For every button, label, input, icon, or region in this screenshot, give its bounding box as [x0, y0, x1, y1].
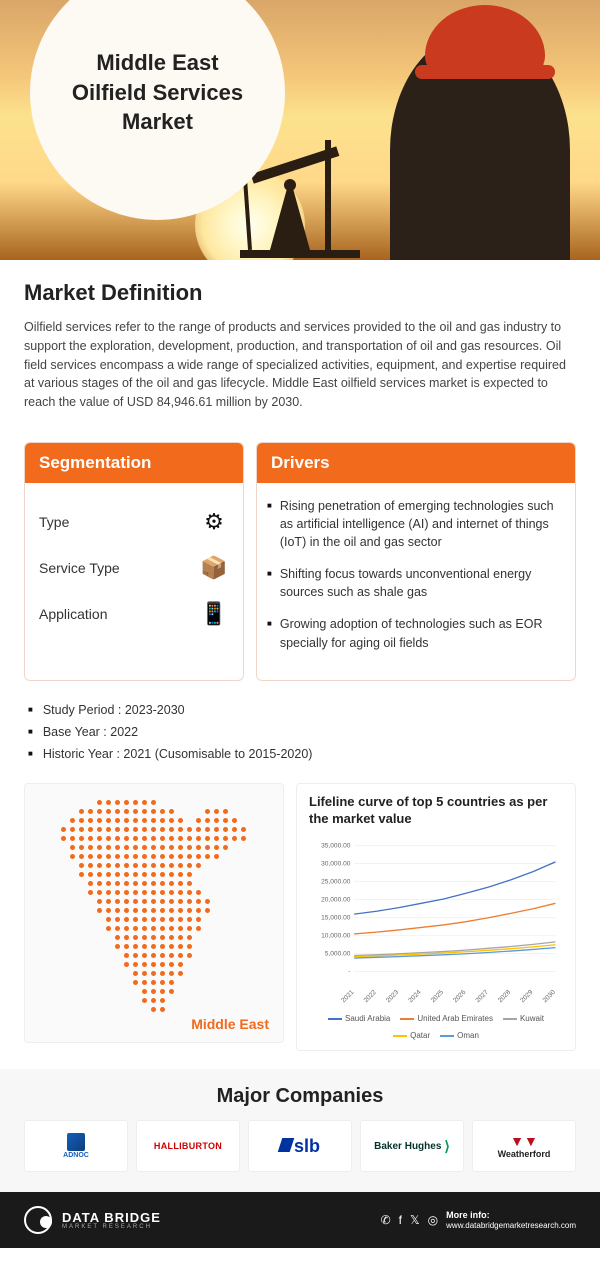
social-icons: ✆ f 𝕏 ◎	[381, 1213, 439, 1227]
study-metadata: Study Period : 2023-2030 Base Year : 2022…	[0, 691, 600, 783]
svg-text:2021: 2021	[340, 989, 356, 1005]
hero-title: Middle East Oilfield Services Market	[72, 48, 243, 137]
chart-title: Lifeline curve of top 5 countries as per…	[309, 794, 563, 828]
major-companies-heading: Major Companies	[24, 1085, 576, 1108]
line-chart: - 5,000.00 10,000.00 15,000.00 20,000.00 25,0…	[309, 835, 563, 1005]
driver-item: Rising penetration of emerging technolog…	[267, 497, 561, 551]
market-definition-section: Market Definition Oilfield services refe…	[0, 260, 600, 422]
segmentation-item: Type ⚙	[39, 499, 229, 545]
footer-more-info: More info: www.databridgemarketresearch.…	[446, 1210, 576, 1230]
instagram-icon[interactable]: ◎	[428, 1213, 438, 1227]
footer-brand: DATA BRIDGE MARKET RESEARCH	[24, 1206, 161, 1234]
svg-text:2024: 2024	[407, 989, 423, 1005]
svg-text:2026: 2026	[452, 989, 468, 1005]
svg-text:2028: 2028	[497, 989, 513, 1005]
svg-text:35,000.00: 35,000.00	[321, 843, 351, 850]
drivers-heading: Drivers	[257, 443, 575, 483]
svg-text:2027: 2027	[474, 989, 490, 1005]
facebook-icon[interactable]: f	[399, 1213, 402, 1227]
meta-item: Base Year : 2022	[28, 725, 572, 739]
legend-item: United Arab Emirates	[400, 1014, 493, 1023]
segmentation-label: Service Type	[39, 560, 120, 576]
segmentation-drivers-row: Segmentation Type ⚙ Service Type 📦 Applicati…	[24, 442, 576, 681]
company-logo: ▼▼Weatherford	[472, 1120, 576, 1172]
lifeline-chart-card: Lifeline curve of top 5 countries as per…	[296, 783, 576, 1052]
map-chart-row: Middle East Lifeline curve of top 5 coun…	[0, 783, 600, 1070]
driver-item: Growing adoption of technologies such as…	[267, 615, 561, 651]
segmentation-icon: 📱	[199, 599, 229, 629]
region-map-card: Middle East	[24, 783, 284, 1043]
twitter-icon[interactable]: 𝕏	[410, 1213, 420, 1227]
segmentation-icon: ⚙	[199, 507, 229, 537]
segmentation-label: Application	[39, 606, 108, 622]
market-definition-text: Oilfield services refer to the range of …	[24, 318, 576, 412]
svg-text:30,000.00: 30,000.00	[321, 861, 351, 868]
legend-item: Kuwait	[503, 1014, 544, 1023]
svg-text:-: -	[348, 969, 350, 976]
major-companies-section: Major Companies ADNOCHALLIBURTONslbBaker…	[0, 1069, 600, 1192]
footer-brand-name: DATA BRIDGE	[62, 1211, 161, 1224]
dotted-map	[35, 794, 273, 1032]
svg-text:2023: 2023	[385, 989, 401, 1005]
page-footer: DATA BRIDGE MARKET RESEARCH ✆ f 𝕏 ◎ More…	[0, 1192, 600, 1248]
segmentation-item: Service Type 📦	[39, 545, 229, 591]
segmentation-item: Application 📱	[39, 591, 229, 637]
legend-item: Saudi Arabia	[328, 1014, 390, 1023]
company-logo: Baker Hughes⟩	[360, 1120, 464, 1172]
svg-text:25,000.00: 25,000.00	[321, 879, 351, 886]
footer-brand-sub: MARKET RESEARCH	[62, 1224, 161, 1230]
hero-banner: Middle East Oilfield Services Market	[0, 0, 600, 260]
svg-text:2030: 2030	[542, 989, 558, 1005]
svg-text:2029: 2029	[519, 989, 535, 1005]
company-logo: HALLIBURTON	[136, 1120, 240, 1172]
svg-text:2025: 2025	[430, 989, 446, 1005]
company-logo: ADNOC	[24, 1120, 128, 1172]
svg-text:5,000.00: 5,000.00	[325, 951, 351, 958]
legend-item: Oman	[440, 1031, 479, 1040]
meta-item: Study Period : 2023-2030	[28, 703, 572, 717]
legend-item: Qatar	[393, 1031, 430, 1040]
segmentation-icon: 📦	[199, 553, 229, 583]
svg-text:2022: 2022	[363, 989, 379, 1005]
footer-logo-icon	[24, 1206, 52, 1234]
driver-item: Shifting focus towards unconventional en…	[267, 565, 561, 601]
segmentation-card: Segmentation Type ⚙ Service Type 📦 Applicati…	[24, 442, 244, 681]
svg-text:20,000.00: 20,000.00	[321, 897, 351, 904]
svg-text:10,000.00: 10,000.00	[321, 933, 351, 940]
segmentation-heading: Segmentation	[25, 443, 243, 483]
map-region-label: Middle East	[191, 1016, 269, 1032]
company-logo: slb	[248, 1120, 352, 1172]
whatsapp-icon[interactable]: ✆	[381, 1213, 391, 1227]
drivers-card: Drivers Rising penetration of emerging t…	[256, 442, 576, 681]
svg-text:15,000.00: 15,000.00	[321, 915, 351, 922]
chart-legend: Saudi Arabia United Arab Emirates Kuwait Qa…	[309, 1014, 563, 1040]
worker-helmet	[425, 5, 545, 75]
meta-item: Historic Year : 2021 (Cusomisable to 201…	[28, 747, 572, 761]
segmentation-label: Type	[39, 514, 69, 530]
market-definition-heading: Market Definition	[24, 280, 576, 306]
